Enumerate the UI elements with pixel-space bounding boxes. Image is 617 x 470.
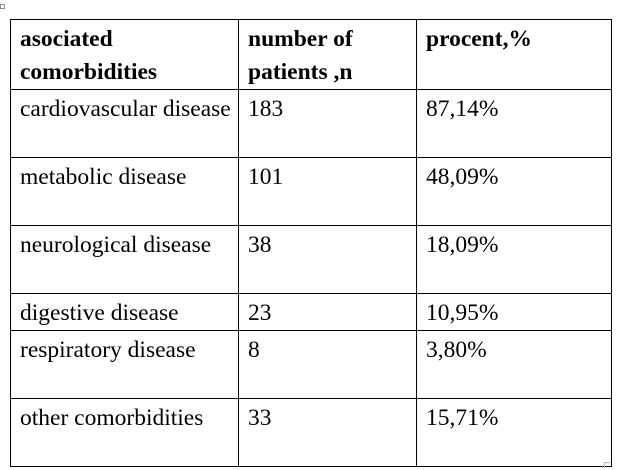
- percent-cell: 10,95%: [416, 293, 612, 331]
- comorbidity-cell: digestive disease: [10, 293, 239, 331]
- table-header-row: asociated comorbidities number of patien…: [10, 19, 612, 90]
- header-number-of-patients: number of patients ,n: [238, 19, 417, 90]
- table-move-handle[interactable]: [0, 4, 5, 9]
- comorbidity-cell: other comorbidities: [10, 398, 239, 467]
- header-procent: procent,%: [416, 19, 612, 90]
- percent-cell: 87,14%: [416, 89, 612, 158]
- comorbidity-cell: metabolic disease: [10, 157, 239, 226]
- table-row: metabolic disease 101 48,09%: [10, 157, 612, 226]
- patients-count-cell: 183: [238, 89, 417, 158]
- comorbidity-cell: cardiovascular disease: [10, 89, 239, 158]
- comorbidities-table: asociated comorbidities number of patien…: [10, 19, 612, 467]
- table-row: respiratory disease 8 3,80%: [10, 330, 612, 399]
- header-asociated-comorbidities: asociated comorbidities: [10, 19, 239, 90]
- comorbidity-cell: neurological disease: [10, 225, 239, 294]
- table-row: digestive disease 23 10,95%: [10, 293, 612, 331]
- percent-cell: 18,09%: [416, 225, 612, 294]
- patients-count-cell: 23: [238, 293, 417, 331]
- percent-cell: 15,71%: [416, 398, 612, 467]
- patients-count-cell: 8: [238, 330, 417, 399]
- table-resize-handle[interactable]: [604, 462, 610, 468]
- percent-cell: 3,80%: [416, 330, 612, 399]
- percent-cell: 48,09%: [416, 157, 612, 226]
- table-row: other comorbidities 33 15,71%: [10, 398, 612, 467]
- comorbidity-cell: respiratory disease: [10, 330, 239, 399]
- patients-count-cell: 33: [238, 398, 417, 467]
- table-row: neurological disease 38 18,09%: [10, 225, 612, 294]
- table-row: cardiovascular disease 183 87,14%: [10, 89, 612, 158]
- patients-count-cell: 101: [238, 157, 417, 226]
- patients-count-cell: 38: [238, 225, 417, 294]
